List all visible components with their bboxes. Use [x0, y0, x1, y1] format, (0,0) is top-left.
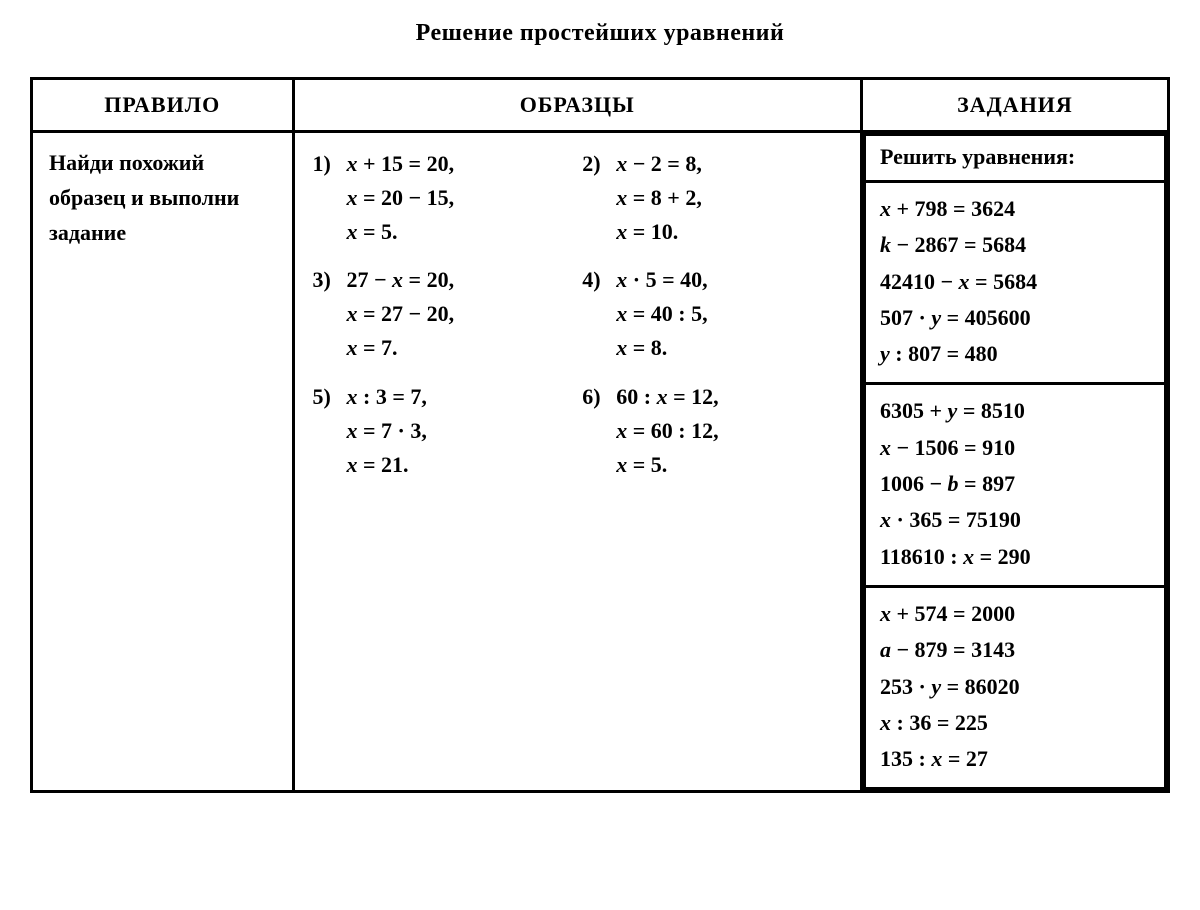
samples-grid: 1)x + 15 = 20, x = 20 − 15, x = 5. 2)x −… [313, 147, 843, 482]
sample-line: 27 − x = 20, [347, 263, 455, 297]
task-line: 253 · y = 86020 [880, 669, 1150, 705]
rule-cell: Найди похожий образец и выполни задание [32, 132, 294, 792]
sample-line: x = 8 + 2, [582, 181, 842, 215]
sample-line: x = 27 − 20, [313, 297, 573, 331]
task-line: y : 807 = 480 [880, 336, 1150, 372]
task-line: 135 : x = 27 [880, 741, 1150, 777]
sample-num: 1) [313, 147, 347, 181]
sample-6: 6)60 : x = 12, x = 60 : 12, x = 5. [582, 380, 842, 482]
task-line: k − 2867 = 5684 [880, 227, 1150, 263]
sample-2: 2)x − 2 = 8, x = 8 + 2, x = 10. [582, 147, 842, 249]
sample-line: x = 10. [582, 215, 842, 249]
tasks-inner: Решить уравнения: x + 798 = 3624 k − 286… [863, 133, 1167, 790]
task-line: x + 574 = 2000 [880, 596, 1150, 632]
sample-line: x = 5. [313, 215, 573, 249]
sample-3: 3)27 − x = 20, x = 27 − 20, x = 7. [313, 263, 573, 365]
page-title: Решение простейших уравнений [30, 20, 1170, 47]
sample-num: 3) [313, 263, 347, 297]
sample-line: x : 3 = 7, [347, 380, 427, 414]
sample-line: x = 20 − 15, [313, 181, 573, 215]
col-header-rule: ПРАВИЛО [32, 79, 294, 132]
task-line: 42410 − x = 5684 [880, 264, 1150, 300]
sample-line: x = 60 : 12, [582, 414, 842, 448]
sample-num: 6) [582, 380, 616, 414]
task-line: 118610 : x = 290 [880, 539, 1150, 575]
sample-1: 1)x + 15 = 20, x = 20 − 15, x = 5. [313, 147, 573, 249]
sample-line: x = 7 · 3, [313, 414, 573, 448]
sample-num: 5) [313, 380, 347, 414]
sample-line: x + 15 = 20, [347, 147, 455, 181]
task-group-3: x + 574 = 2000 a − 879 = 3143 253 · y = … [865, 586, 1166, 788]
task-group-1: x + 798 = 3624 k − 2867 = 5684 42410 − x… [865, 182, 1166, 384]
col-header-tasks: ЗАДАНИЯ [862, 79, 1169, 132]
task-line: 1006 − b = 897 [880, 466, 1150, 502]
task-line: x + 798 = 3624 [880, 191, 1150, 227]
tasks-header: Решить уравнения: [865, 135, 1166, 182]
sample-line: x = 8. [582, 331, 842, 365]
main-table: ПРАВИЛО ОБРАЗЦЫ ЗАДАНИЯ Найди похожий об… [30, 77, 1170, 793]
task-line: 507 · y = 405600 [880, 300, 1150, 336]
sample-num: 2) [582, 147, 616, 181]
sample-line: x = 40 : 5, [582, 297, 842, 331]
sample-num: 4) [582, 263, 616, 297]
sample-line: x = 5. [582, 448, 842, 482]
sample-line: x − 2 = 8, [616, 147, 702, 181]
task-line: a − 879 = 3143 [880, 632, 1150, 668]
samples-cell: 1)x + 15 = 20, x = 20 − 15, x = 5. 2)x −… [293, 132, 862, 792]
task-line: x : 36 = 225 [880, 705, 1150, 741]
tasks-cell: Решить уравнения: x + 798 = 3624 k − 286… [862, 132, 1169, 792]
task-line: 6305 + y = 8510 [880, 393, 1150, 429]
sample-4: 4)x · 5 = 40, x = 40 : 5, x = 8. [582, 263, 842, 365]
task-group-2: 6305 + y = 8510 x − 1506 = 910 1006 − b … [865, 384, 1166, 586]
sample-5: 5)x : 3 = 7, x = 7 · 3, x = 21. [313, 380, 573, 482]
sample-line: x · 5 = 40, [616, 263, 707, 297]
sample-line: x = 7. [313, 331, 573, 365]
sample-line: 60 : x = 12, [616, 380, 718, 414]
col-header-samples: ОБРАЗЦЫ [293, 79, 862, 132]
task-line: x − 1506 = 910 [880, 430, 1150, 466]
sample-line: x = 21. [313, 448, 573, 482]
task-line: x · 365 = 75190 [880, 502, 1150, 538]
